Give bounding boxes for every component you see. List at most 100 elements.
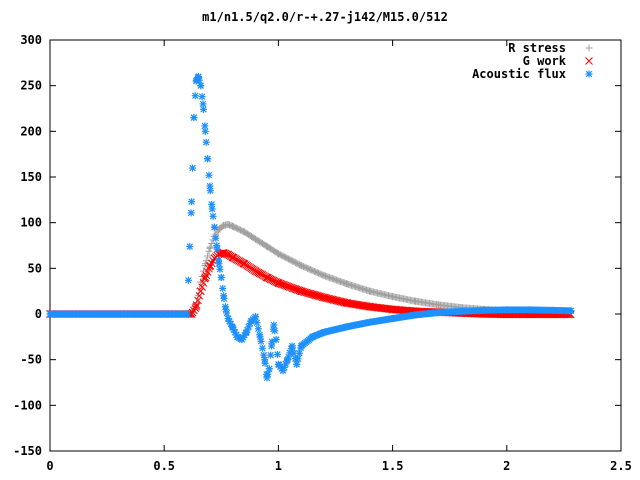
data-point [274,279,283,287]
y-tick-label: 200 [20,124,42,138]
data-point [295,286,304,295]
data-point [297,342,305,350]
data-point [457,307,465,315]
data-point [295,349,303,357]
data-point [206,262,214,271]
data-point [192,302,201,311]
data-point [240,228,248,236]
legend-marker [585,57,593,65]
data-point [215,260,223,268]
data-point [343,299,351,307]
data-point [196,287,205,296]
data-point [205,247,213,255]
data-point [284,282,293,291]
series-acoustic-flux [46,73,575,382]
data-point [411,311,419,319]
y-tick-label: 250 [20,79,42,93]
data-point [201,122,209,130]
data-point [480,306,488,314]
data-point [195,285,203,293]
data-point [219,248,228,257]
x-tick-label: 2.5 [610,459,632,473]
data-point [366,287,374,295]
legend-label: G work [523,54,567,68]
data-point [503,306,511,314]
data-point [222,305,230,313]
data-point [585,44,593,52]
x-tick-label: 2 [503,459,510,473]
data-point [256,333,264,341]
data-point [268,342,276,350]
data-point [198,283,206,291]
data-point [247,317,255,325]
data-point [365,302,374,311]
data-point [585,57,593,65]
data-point [293,360,301,368]
data-point [389,315,397,323]
data-point [272,336,280,344]
data-point [252,313,260,321]
data-point [224,250,233,259]
data-point [210,223,218,231]
data-point [343,280,351,288]
data-point [217,273,225,281]
data-point [202,138,210,146]
plot-area-border [49,39,622,452]
data-point [197,82,205,90]
data-point [199,279,208,287]
data-point [297,287,306,296]
data-point [228,253,237,262]
data-point [186,243,194,251]
data-point [192,301,201,309]
data-point [320,293,328,302]
data-point [191,92,199,100]
data-point [206,182,214,190]
y-tick-label: 0 [35,307,42,321]
data-point [216,265,224,273]
data-point [343,323,351,331]
data-point [190,306,198,315]
data-point [205,171,213,179]
series-r-stress [46,220,575,318]
axes: 0 0.5 1 1.5 2 2.5 -150 -100 -50 0 50 100 150 200 250 30… [13,33,632,473]
data-point [189,164,197,172]
data-point [213,242,221,249]
data-point [204,252,212,260]
data-point [274,250,282,258]
data-point [254,325,262,333]
data-point [220,221,228,229]
data-point [219,284,227,292]
data-point [263,273,271,282]
data-point [199,267,207,275]
y-tick-label: -150 [13,444,42,458]
y-tick-label: 300 [20,33,42,47]
data-point [292,285,301,294]
y-tick-label: 150 [20,170,42,184]
data-point [224,220,232,228]
data-point [194,73,202,81]
legend-marker [585,70,593,78]
y-tick-label: -100 [13,398,42,412]
data-point [251,267,260,275]
data-point [194,296,202,305]
data-point [366,318,374,326]
data-point [190,114,198,122]
data-point [184,276,192,284]
data-point [46,310,54,318]
data-point [204,155,212,163]
data-point [434,301,442,309]
data-point [253,319,261,327]
data-point [229,324,237,332]
data-point [208,205,216,213]
data-point [195,291,204,300]
data-point [252,235,260,243]
data-point [201,273,210,282]
data-point [240,259,248,268]
x-tick-label: 1 [275,459,282,473]
data-point [294,355,302,363]
data-point [320,328,328,336]
x-tick-label: 1.5 [382,459,404,473]
data-point [209,212,217,220]
data-point [238,336,246,344]
